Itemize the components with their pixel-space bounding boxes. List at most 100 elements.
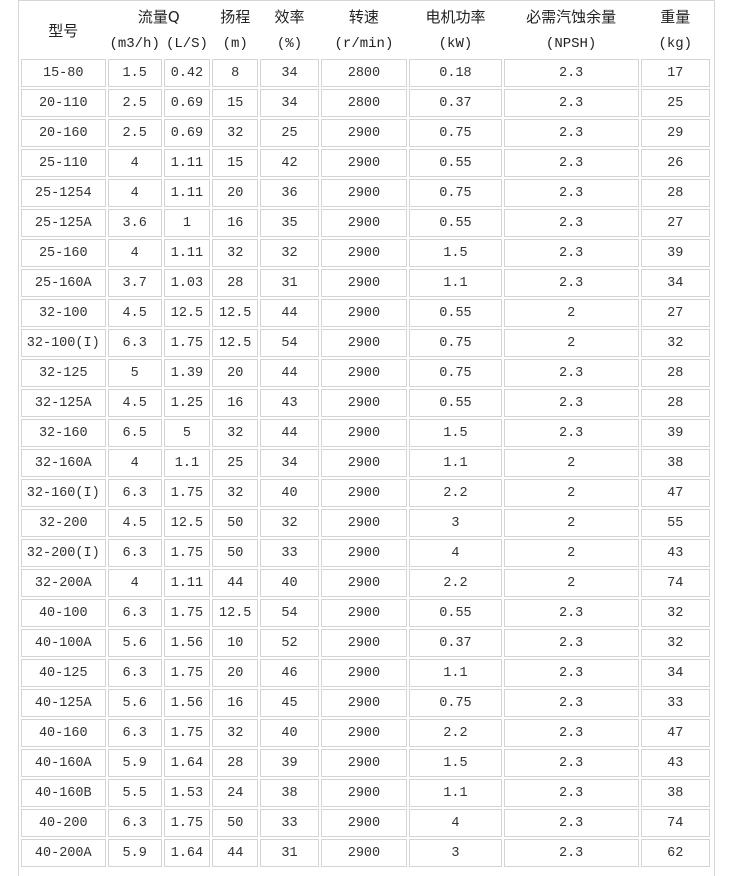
cell-weight: 62 <box>640 839 710 867</box>
table-row: 20-110 2.5 0.69 15 34 2800 0.37 2.3 25 <box>21 89 710 117</box>
cell-head: 15 <box>212 89 259 117</box>
cell-power: 0.18 <box>409 59 502 87</box>
cell-flow-ls: 1.75 <box>163 809 211 837</box>
cell-flow-m3h: 5.9 <box>107 839 162 867</box>
cell-weight: 47 <box>640 719 710 747</box>
cell-flow-ls: 1.56 <box>163 629 211 657</box>
cell-flow-ls: 0.42 <box>163 59 211 87</box>
cell-flow-m3h: 5.5 <box>107 779 162 807</box>
cell-power: 0.75 <box>409 179 502 207</box>
cell-flow-m3h: 2.5 <box>107 119 162 147</box>
cell-flow-m3h: 6.3 <box>107 809 162 837</box>
cell-weight: 27 <box>640 209 710 237</box>
cell-head: 12.5 <box>212 299 259 327</box>
cell-weight: 28 <box>640 179 710 207</box>
table-row: 32-100 4.5 12.5 12.5 44 2900 0.55 2 27 <box>21 299 710 327</box>
cell-npsh: 2.3 <box>503 839 639 867</box>
cell-flow-ls: 1.39 <box>163 359 211 387</box>
cell-efficiency: 42 <box>260 149 319 177</box>
cell-efficiency: 31 <box>260 269 319 297</box>
cell-weight: 34 <box>640 269 710 297</box>
cell-weight: 47 <box>640 479 710 507</box>
cell-efficiency: 36 <box>260 179 319 207</box>
cell-speed: 2900 <box>320 329 408 357</box>
cell-flow-ls: 0.69 <box>163 119 211 147</box>
cell-npsh: 2.3 <box>503 389 639 417</box>
cell-npsh: 2.3 <box>503 89 639 117</box>
cell-power: 4 <box>409 809 502 837</box>
cell-power: 2.2 <box>409 479 502 507</box>
cell-npsh: 2.3 <box>503 599 639 627</box>
cell-weight: 43 <box>640 539 710 567</box>
cell-efficiency: 34 <box>260 449 319 477</box>
cell-flow-ls: 1.75 <box>163 329 211 357</box>
cell-efficiency: 32 <box>260 239 319 267</box>
table-row: 40-200 6.3 1.75 50 33 2900 4 2.3 74 <box>21 809 710 837</box>
cell-npsh: 2.3 <box>503 119 639 147</box>
cell-model: 40-100A <box>21 629 106 657</box>
cell-weight: 43 <box>640 749 710 777</box>
table-row: 32-100(I) 6.3 1.75 12.5 54 2900 0.75 2 32 <box>21 329 710 357</box>
cell-efficiency: 52 <box>260 629 319 657</box>
cell-flow-m3h: 4 <box>107 569 162 597</box>
cell-npsh: 2.3 <box>503 239 639 267</box>
cell-speed: 2900 <box>320 239 408 267</box>
table-row: 25-1254 4 1.11 20 36 2900 0.75 2.3 28 <box>21 179 710 207</box>
cell-head: 20 <box>212 359 259 387</box>
cell-npsh: 2 <box>503 449 639 477</box>
cell-model: 15-80 <box>21 59 106 87</box>
cell-weight: 39 <box>640 419 710 447</box>
cell-head: 32 <box>212 719 259 747</box>
table-body: 15-80 1.5 0.42 8 34 2800 0.18 2.3 17 20-110 2.5 0.6… <box>21 59 710 867</box>
cell-model: 40-200A <box>21 839 106 867</box>
cell-efficiency: 45 <box>260 689 319 717</box>
cell-power: 1.1 <box>409 449 502 477</box>
cell-flow-m3h: 6.5 <box>107 419 162 447</box>
table-header: 型号 流量Q 扬程 效率 转速 电机功率 必需汽蚀余量 重量 (m3/h) (L… <box>21 3 710 57</box>
table-row: 32-200 4.5 12.5 50 32 2900 3 2 55 <box>21 509 710 537</box>
header-npsh: 必需汽蚀余量 <box>526 7 617 26</box>
cell-power: 0.37 <box>409 89 502 117</box>
cell-power: 2.2 <box>409 719 502 747</box>
cell-power: 0.55 <box>409 599 502 627</box>
cell-head: 20 <box>212 659 259 687</box>
cell-speed: 2900 <box>320 629 408 657</box>
cell-power: 0.37 <box>409 629 502 657</box>
cell-head: 16 <box>212 209 259 237</box>
cell-head: 16 <box>212 389 259 417</box>
cell-speed: 2900 <box>320 269 408 297</box>
cell-model: 32-160 <box>21 419 106 447</box>
header-model: 型号 <box>48 21 79 40</box>
cell-head: 15 <box>212 149 259 177</box>
table-row: 32-125 5 1.39 20 44 2900 0.75 2.3 28 <box>21 359 710 387</box>
cell-efficiency: 44 <box>260 359 319 387</box>
cell-model: 32-125A <box>21 389 106 417</box>
cell-power: 1.5 <box>409 419 502 447</box>
cell-power: 0.75 <box>409 359 502 387</box>
cell-weight: 17 <box>640 59 710 87</box>
unit-speed: (r/min) <box>334 36 394 52</box>
cell-speed: 2900 <box>320 419 408 447</box>
unit-head: (m) <box>222 36 248 52</box>
cell-flow-m3h: 3.7 <box>107 269 162 297</box>
cell-flow-m3h: 4.5 <box>107 509 162 537</box>
cell-flow-ls: 1.75 <box>163 599 211 627</box>
cell-model: 40-160A <box>21 749 106 777</box>
cell-flow-ls: 1.03 <box>163 269 211 297</box>
table-row: 32-200A 4 1.11 44 40 2900 2.2 2 74 <box>21 569 710 597</box>
cell-model: 40-125A <box>21 689 106 717</box>
cell-flow-ls: 12.5 <box>163 509 211 537</box>
cell-head: 25 <box>212 449 259 477</box>
cell-power: 0.75 <box>409 119 502 147</box>
cell-model: 25-1254 <box>21 179 106 207</box>
cell-efficiency: 39 <box>260 749 319 777</box>
cell-flow-m3h: 5.6 <box>107 629 162 657</box>
unit-efficiency: (%) <box>276 36 303 52</box>
cell-efficiency: 33 <box>260 539 319 567</box>
cell-speed: 2900 <box>320 449 408 477</box>
cell-speed: 2900 <box>320 209 408 237</box>
cell-speed: 2900 <box>320 569 408 597</box>
table-row: 40-160B 5.5 1.53 24 38 2900 1.1 2.3 38 <box>21 779 710 807</box>
cell-power: 3 <box>409 839 502 867</box>
table-row: 25-125A 3.6 1 16 35 2900 0.55 2.3 27 <box>21 209 710 237</box>
